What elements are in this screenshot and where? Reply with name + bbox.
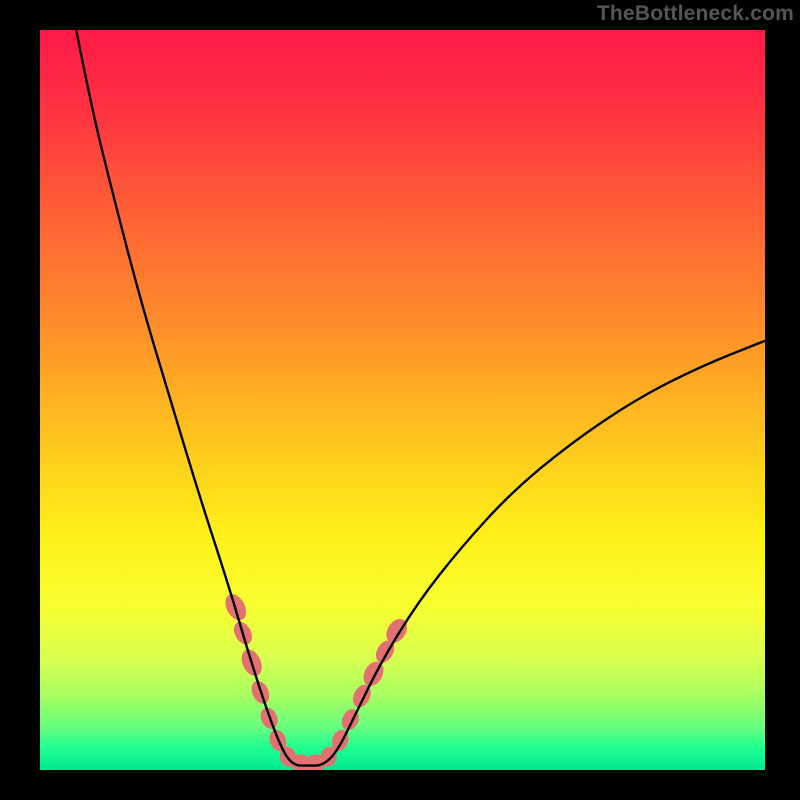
plot-background bbox=[40, 30, 765, 770]
watermark-text: TheBottleneck.com bbox=[597, 2, 794, 26]
chart-root: TheBottleneck.com bbox=[0, 0, 800, 800]
bottleneck-chart bbox=[0, 0, 800, 800]
